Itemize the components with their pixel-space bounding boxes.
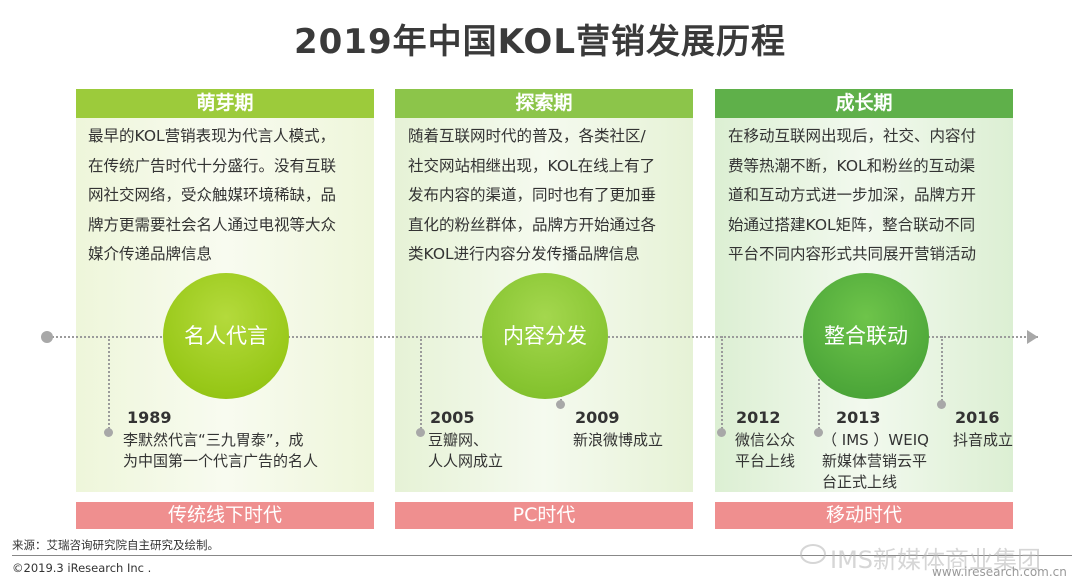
event-dot [814, 428, 823, 437]
description-line: 社交网站相继出现，KOL在线上有了 [408, 156, 656, 175]
description-line: 道和互动方式进一步加深，品牌方开 [728, 186, 977, 204]
event-text-line: 李默然代言“三九胃泰”，成 [123, 431, 304, 449]
event-dot [717, 428, 726, 437]
copyright: ©2019.3 iResearch Inc . [12, 561, 152, 575]
event-text-line: 台正式上线 [822, 473, 898, 491]
era-label-1: 传统线下时代 [76, 502, 374, 529]
event-text-line: 微信公众 [735, 431, 796, 449]
event-text-line: 新媒体营销云平 [822, 452, 928, 470]
phase-description-1: 最早的KOL营销表现为代言人模式， 在传统广告时代十分盛行。没有互联 网社交网络… [88, 122, 358, 270]
phase-header-1: 萌芽期 [76, 89, 374, 118]
event-dot [937, 400, 946, 409]
event-connector [941, 336, 943, 404]
watermark: IMS新媒体商业集团 [830, 546, 1042, 574]
phase-description-3: 在移动互联网出现后，社交、内容付 费等热潮不断，KOL和粉丝的互动渠 道和互动方… [728, 122, 998, 270]
description-line: 类KOL进行内容分发传播品牌信息 [408, 245, 640, 263]
footer-divider [12, 555, 1072, 556]
site-url: www.iresearch.com.cn [932, 565, 1067, 579]
event-dot [416, 428, 425, 437]
description-line: 平台不同内容形式共同展开营销活动 [728, 245, 977, 263]
timeline-start-dot [41, 331, 53, 343]
era-label-3: 移动时代 [715, 502, 1013, 529]
description-line: 费等热潮不断，KOL和粉丝的互动渠 [728, 156, 976, 175]
event-year: 2013 [836, 408, 881, 427]
event-dot [556, 400, 565, 409]
event-text-line: 豆瓣网、 [428, 431, 489, 449]
weibo-icon [800, 544, 826, 564]
event-year: 2016 [955, 408, 1000, 427]
description-line: 随着互联网时代的普及，各类社区/ [408, 127, 646, 145]
event-text: 李默然代言“三九胃泰”，成 为中国第一个代言广告的名人 [123, 430, 363, 472]
event-text: 抖音成立 [953, 430, 1013, 451]
description-line: 在移动互联网出现后，社交、内容付 [728, 127, 977, 145]
event-connector [721, 336, 723, 432]
event-text: 新浪微博成立 [573, 430, 663, 451]
event-text-line: 新浪微博成立 [573, 431, 664, 449]
description-line: 发布内容的渠道，同时也有了更加垂 [408, 186, 657, 204]
event-text: 豆瓣网、 人人网成立 [428, 430, 503, 472]
phase-header-3: 成长期 [715, 89, 1013, 118]
event-year: 1989 [127, 408, 172, 427]
description-line: 始通过搭建KOL矩阵，整合联动不同 [728, 215, 976, 234]
description-line: 直化的粉丝群体，品牌方开始通过各 [408, 215, 657, 234]
event-text-line: 平台上线 [735, 452, 796, 470]
phase-description-2: 随着互联网时代的普及，各类社区/ 社交网站相继出现，KOL在线上有了 发布内容的… [408, 122, 678, 270]
event-text-line: 为中国第一个代言广告的名人 [123, 452, 319, 470]
event-year: 2012 [736, 408, 781, 427]
event-connector [420, 336, 422, 432]
event-text: 微信公众 平台上线 [735, 430, 795, 472]
description-line: 在传统广告时代十分盛行。没有互联 [88, 156, 337, 175]
event-connector [818, 336, 820, 432]
event-text-line: （ IMS ）WEIQ [822, 431, 929, 449]
event-dot [104, 428, 113, 437]
event-connector [108, 336, 110, 432]
phase-circle-2: 内容分发 [482, 273, 608, 399]
event-text: （ IMS ）WEIQ 新媒体营销云平 台正式上线 [822, 430, 929, 493]
timeline-arrow-icon [1027, 330, 1038, 344]
event-text-line: 抖音成立 [953, 431, 1014, 449]
source-note: 来源：艾瑞咨询研究院自主研究及绘制。 [12, 538, 219, 552]
event-year: 2009 [575, 408, 620, 427]
description-line: 最早的KOL营销表现为代言人模式， [88, 127, 336, 145]
era-label-2: PC时代 [395, 502, 693, 529]
phase-header-2: 探索期 [395, 89, 693, 118]
event-year: 2005 [430, 408, 475, 427]
description-line: 牌方更需要社会名人通过电视等大众 [88, 215, 337, 234]
description-line: 媒介传递品牌信息 [88, 245, 213, 263]
phase-circle-1: 名人代言 [163, 273, 289, 399]
phase-circle-3: 整合联动 [803, 273, 929, 399]
page-title: 2019年中国KOL营销发展历程 [293, 22, 787, 62]
event-text-line: 人人网成立 [428, 452, 504, 470]
description-line: 网社交网络，受众触媒环境稀缺，品 [88, 186, 337, 204]
